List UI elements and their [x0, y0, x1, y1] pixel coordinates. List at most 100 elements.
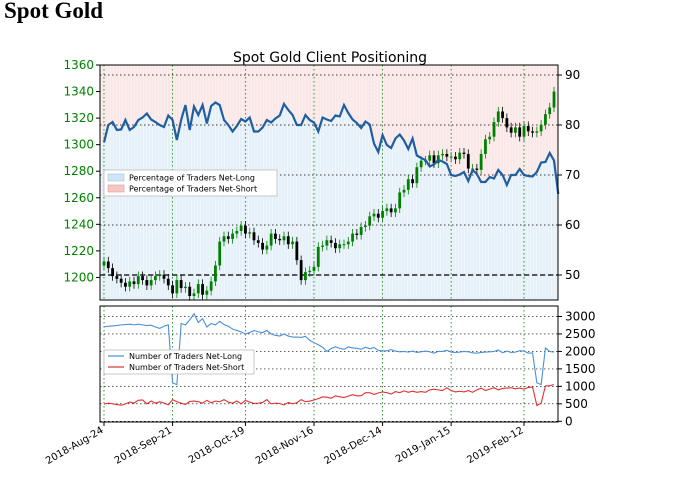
candle-body	[115, 276, 119, 279]
left-tick-label: 1300	[63, 138, 94, 152]
candle-body	[192, 293, 196, 297]
legend-label: Percentage of Traders Net-Short	[129, 185, 257, 194]
candle-body	[278, 238, 282, 241]
net-long-area	[100, 102, 559, 300]
candle-body	[466, 153, 470, 169]
x-axis: 2018-Aug-24 2018-Sep-21 2018-Oct-19 2018-No…	[44, 422, 526, 467]
legend-swatch	[107, 184, 125, 193]
candle-body	[179, 280, 183, 289]
candle-body	[321, 245, 324, 247]
candle-body	[231, 233, 234, 239]
left-tick-label: 1280	[63, 164, 94, 178]
candle-body	[368, 216, 372, 226]
candle-body	[338, 244, 342, 249]
right-tick-label: 80	[565, 118, 580, 132]
candle-body	[505, 118, 509, 128]
candle-body	[299, 260, 303, 281]
right-tick-label: 500	[565, 397, 588, 411]
candle-body	[175, 280, 179, 294]
candle-body	[342, 244, 346, 246]
candle-body	[166, 278, 170, 286]
candle-body	[372, 213, 376, 217]
candle-body	[274, 233, 277, 239]
left-tick-label: 1260	[63, 191, 94, 205]
x-tick-label: 2019-Feb-12	[465, 425, 525, 466]
candle-body	[162, 274, 166, 279]
right-tick-label: 60	[565, 218, 580, 232]
candle-body	[124, 282, 127, 287]
candle-body	[501, 111, 504, 119]
candle-body	[475, 168, 479, 170]
x-tick-label: 2018-Aug-24	[44, 425, 106, 467]
candle-body	[265, 245, 269, 250]
candle-body	[149, 280, 153, 286]
x-tick-label: 2018-Dec-14	[322, 425, 384, 467]
candle-body	[136, 276, 140, 285]
candle-body	[419, 160, 423, 168]
candle-body	[432, 155, 436, 164]
candle-body	[248, 232, 252, 234]
candle-body	[411, 179, 414, 184]
candle-body	[522, 126, 526, 137]
candle-body	[539, 124, 543, 132]
candle-body	[312, 266, 316, 271]
candle-body	[462, 152, 466, 154]
right-tick-label: 70	[565, 168, 580, 182]
candle-body	[346, 241, 350, 245]
candle-body	[102, 261, 106, 266]
candle-body	[548, 107, 552, 115]
left-tick-label: 1320	[63, 111, 94, 125]
top-legend: Percentage of Traders Net-Long Percentage…	[103, 169, 278, 197]
candle-body	[128, 281, 132, 287]
candle-body	[535, 131, 539, 133]
candle-body	[252, 232, 256, 241]
right-tick-label: 3000	[565, 309, 596, 323]
legend-swatch	[107, 173, 125, 182]
candle-body	[398, 192, 402, 209]
x-tick-label: 2019-Jan-15	[394, 425, 453, 465]
candle-body	[364, 225, 367, 227]
candle-body	[196, 284, 200, 294]
candle-body	[484, 139, 487, 154]
candle-body	[235, 230, 239, 234]
candle-body	[295, 241, 299, 261]
candle-body	[222, 236, 226, 242]
candle-body	[269, 233, 273, 246]
candle-body	[526, 126, 530, 132]
candle-body	[218, 241, 222, 266]
candle-body	[308, 270, 312, 273]
candle-body	[449, 156, 453, 158]
candle-body	[145, 280, 149, 286]
legend-box	[103, 169, 278, 197]
x-tick-label: 2018-Sep-21	[113, 425, 174, 467]
candle-body	[479, 153, 483, 170]
page-title: Spot Gold	[4, 0, 104, 23]
top-panel: 1200 1220 1240 1260 1280 1300 1320 1340 1360 50 60…	[63, 58, 580, 301]
candle-body	[394, 208, 397, 213]
net-short-traders-line	[103, 384, 555, 407]
candle-body	[291, 241, 294, 245]
candle-body	[188, 286, 192, 297]
top-frame	[99, 64, 559, 301]
right-tick-label: 2500	[565, 327, 596, 341]
candle-body	[351, 233, 354, 242]
candle-body	[355, 233, 359, 235]
x-tick-label: 2018-Nov-16	[254, 425, 315, 467]
candle-body	[256, 240, 260, 243]
candle-body	[492, 122, 496, 137]
candle-body	[286, 236, 290, 245]
chart-title: Spot Gold Client Positioning	[233, 50, 427, 66]
right-tick-label: 2000	[565, 344, 596, 358]
right-tick-label: 50	[565, 268, 580, 282]
left-tick-label: 1360	[63, 58, 94, 72]
candle-body	[441, 153, 444, 156]
candle-body	[376, 213, 380, 218]
legend-box	[103, 349, 255, 375]
candle-body	[428, 155, 432, 161]
candle-body	[141, 276, 144, 281]
candle-body	[282, 236, 286, 241]
left-tick-label: 1200	[63, 270, 94, 284]
candle-body	[552, 91, 556, 108]
candle-body	[158, 274, 162, 277]
